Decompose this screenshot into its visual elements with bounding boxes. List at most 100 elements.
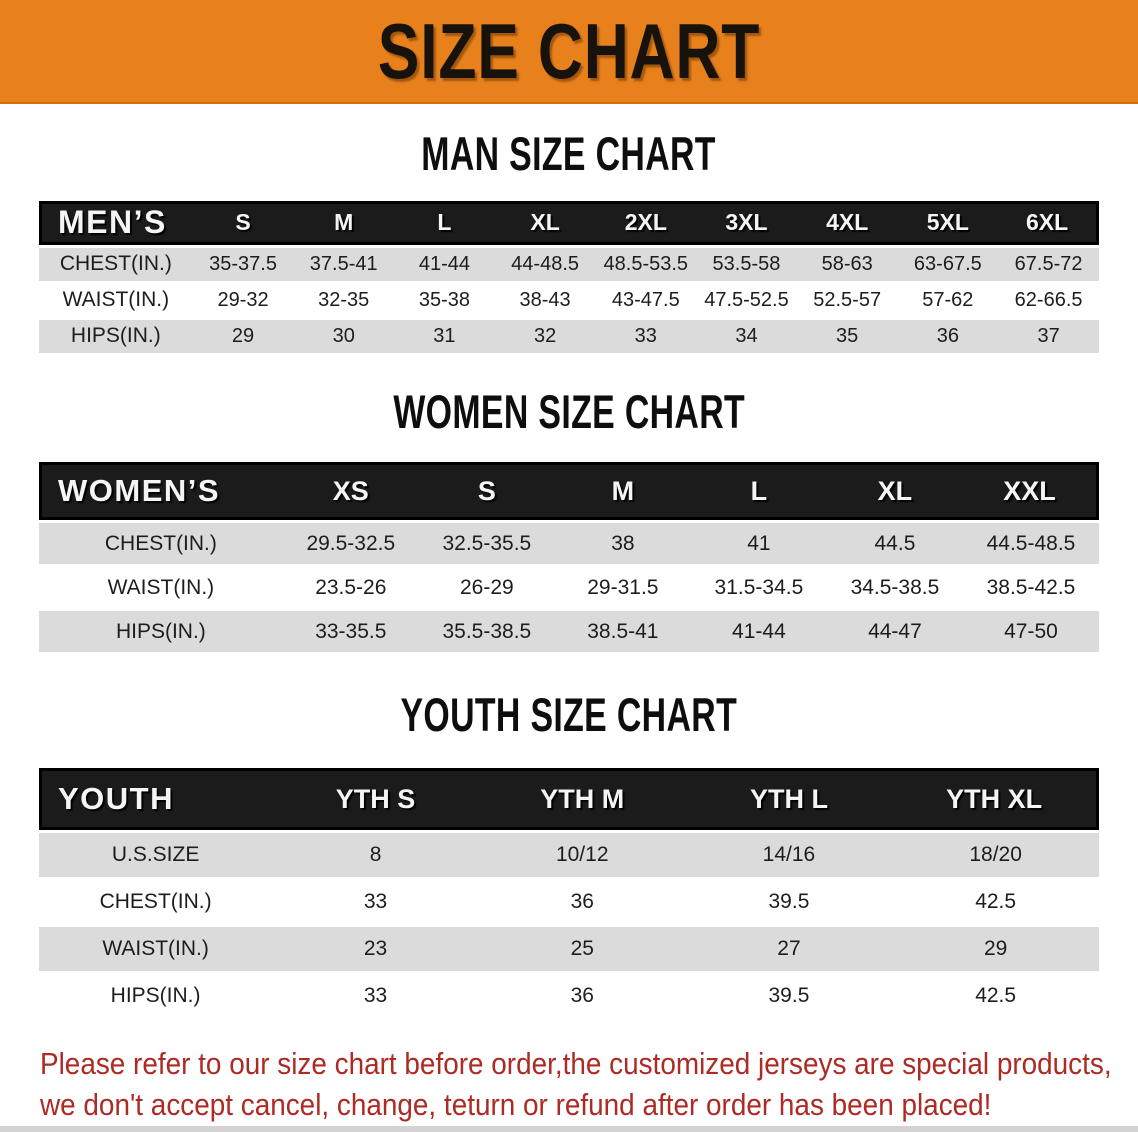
value-cell: 37: [998, 319, 1099, 353]
table-group-label: YOUTH: [39, 768, 273, 831]
value-cell: 32.5-35.5: [418, 523, 555, 565]
banner-title: SIZE CHART: [377, 7, 761, 95]
value-cell: 38.5-42.5: [962, 567, 1099, 609]
value-cell: 42.5: [892, 880, 1099, 925]
value-cell: 38: [554, 523, 691, 565]
value-cell: 25: [478, 927, 686, 972]
column-header: S: [192, 200, 294, 245]
table-row: HIPS(IN.) 33-35.5 35.5-38.5 38.5-41 41-44 44-…: [39, 611, 1099, 653]
value-cell: 27: [685, 927, 893, 972]
value-cell: 41-44: [394, 247, 495, 281]
row-label: U.S.SIZE: [39, 833, 273, 878]
disclaimer-note: Please refer to our size chart before or…: [0, 1045, 1138, 1123]
value-cell: 29-32: [192, 283, 294, 317]
value-cell: 36: [478, 880, 686, 925]
value-cell: 42.5: [892, 974, 1099, 1019]
table-row: HIPS(IN.) 29 30 31 32 33 34 35 36 37: [39, 319, 1099, 353]
table-group-label: WOMEN’S: [39, 462, 283, 521]
table-row: WAIST(IN.) 23.5-26 26-29 29-31.5 31.5-34.5 34…: [39, 567, 1099, 609]
value-cell: 39.5: [685, 974, 893, 1019]
youth-size-section: YOUTH SIZE CHART YOUTH YTH S YTH M YTH L YTH…: [0, 689, 1138, 1021]
column-header: 4XL: [796, 200, 898, 245]
disclaimer-line-2: we don't accept cancel, change, teturn o…: [40, 1086, 1138, 1123]
value-cell: 35.5-38.5: [418, 611, 555, 653]
value-cell: 44-48.5: [494, 247, 596, 281]
value-cell: 48.5-53.5: [595, 247, 697, 281]
value-cell: 35: [796, 319, 898, 353]
value-cell: 32-35: [293, 283, 395, 317]
value-cell: 44.5-48.5: [962, 523, 1099, 565]
youth-section-title: YOUTH SIZE CHART: [0, 689, 1138, 741]
table-group-label: MEN’S: [39, 200, 193, 245]
men-size-section: MAN SIZE CHART MEN’S S M L XL 2XL 3XL 4XL 5XL 6XL…: [0, 128, 1138, 356]
table-row: CHEST(IN.) 33 36 39.5 42.5: [39, 880, 1099, 925]
value-cell: 53.5-58: [696, 247, 797, 281]
table-row: WAIST(IN.) 23 25 27 29: [39, 927, 1099, 972]
value-cell: 23.5-26: [282, 567, 419, 609]
column-header: YTH L: [685, 768, 893, 831]
value-cell: 26-29: [418, 567, 555, 609]
value-cell: 33: [272, 974, 479, 1019]
value-cell: 8: [272, 833, 479, 878]
column-header: S: [418, 462, 555, 521]
table-row: CHEST(IN.) 35-37.5 37.5-41 41-44 44-48.5 48.5…: [39, 247, 1099, 281]
value-cell: 31.5-34.5: [690, 567, 827, 609]
youth-size-table: YOUTH YTH S YTH M YTH L YTH XL U.S.SIZE 8 10/12…: [39, 765, 1099, 1021]
value-cell: 47-50: [962, 611, 1099, 653]
value-cell: 33-35.5: [282, 611, 419, 653]
men-section-title: MAN SIZE CHART: [0, 128, 1138, 180]
column-header: XL: [826, 462, 963, 521]
disclaimer-line-1-text: Please refer to our size chart before or…: [40, 1046, 1112, 1082]
value-cell: 58-63: [796, 247, 898, 281]
value-cell: 39.5: [685, 880, 893, 925]
value-cell: 57-62: [897, 283, 999, 317]
value-cell: 34.5-38.5: [826, 567, 963, 609]
table-row: CHEST(IN.) 29.5-32.5 32.5-35.5 38 41 44.5 44.5…: [39, 523, 1099, 565]
table-row: U.S.SIZE 8 10/12 14/16 18/20: [39, 833, 1099, 878]
value-cell: 33: [272, 880, 479, 925]
disclaimer-line-2-text: we don't accept cancel, change, teturn o…: [40, 1087, 992, 1123]
table-row: HIPS(IN.) 33 36 39.5 42.5: [39, 974, 1099, 1019]
value-cell: 35-37.5: [192, 247, 294, 281]
column-header: 3XL: [696, 200, 797, 245]
value-cell: 29: [892, 927, 1099, 972]
men-size-table: MEN’S S M L XL 2XL 3XL 4XL 5XL 6XL CHEST(IN.) 35-37…: [39, 198, 1099, 356]
youth-section-title-text: YOUTH SIZE CHART: [400, 688, 738, 742]
row-label: HIPS(IN.): [39, 611, 283, 653]
header-row: WOMEN’S XS S M L XL XXL: [39, 462, 1099, 521]
value-cell: 41: [690, 523, 827, 565]
value-cell: 62-66.5: [998, 283, 1099, 317]
column-header: L: [394, 200, 495, 245]
column-header: XXL: [962, 462, 1099, 521]
value-cell: 30: [293, 319, 395, 353]
row-label: CHEST(IN.): [39, 523, 283, 565]
value-cell: 67.5-72: [998, 247, 1099, 281]
women-section-title-text: WOMEN SIZE CHART: [393, 384, 745, 438]
disclaimer-line-1: Please refer to our size chart before or…: [40, 1045, 1138, 1082]
column-header: 5XL: [897, 200, 999, 245]
row-label: WAIST(IN.): [39, 283, 193, 317]
value-cell: 44-47: [826, 611, 963, 653]
value-cell: 29: [192, 319, 294, 353]
value-cell: 43-47.5: [595, 283, 697, 317]
value-cell: 35-38: [394, 283, 495, 317]
value-cell: 52.5-57: [796, 283, 898, 317]
table-row: WAIST(IN.) 29-32 32-35 35-38 38-43 43-47.5 47.…: [39, 283, 1099, 317]
value-cell: 36: [478, 974, 686, 1019]
value-cell: 14/16: [685, 833, 893, 878]
value-cell: 23: [272, 927, 479, 972]
header-row: MEN’S S M L XL 2XL 3XL 4XL 5XL 6XL: [39, 200, 1099, 245]
men-section-title-text: MAN SIZE CHART: [421, 127, 717, 180]
column-header: YTH M: [478, 768, 686, 831]
column-header: XS: [282, 462, 419, 521]
women-size-section: WOMEN SIZE CHART WOMEN’S XS S M L XL XXL CHEST(…: [0, 384, 1138, 656]
value-cell: 38.5-41: [554, 611, 691, 653]
value-cell: 44.5: [826, 523, 963, 565]
value-cell: 47.5-52.5: [696, 283, 797, 317]
value-cell: 33: [595, 319, 697, 353]
value-cell: 38-43: [494, 283, 596, 317]
banner: SIZE CHART: [0, 0, 1138, 104]
women-section-title: WOMEN SIZE CHART: [0, 384, 1138, 438]
value-cell: 18/20: [892, 833, 1099, 878]
